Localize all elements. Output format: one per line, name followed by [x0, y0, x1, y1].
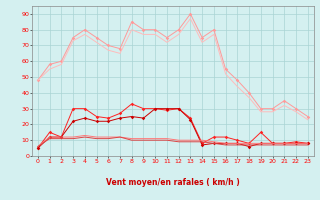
X-axis label: Vent moyen/en rafales ( km/h ): Vent moyen/en rafales ( km/h ): [106, 178, 240, 187]
